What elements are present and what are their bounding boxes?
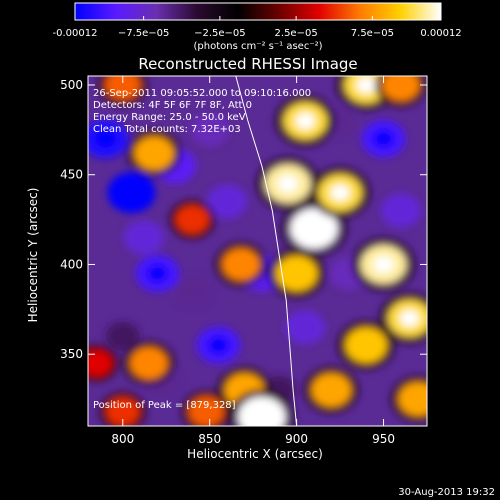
y-tick-label: 400	[60, 257, 83, 271]
axis-ticks: 800 850 900 950 350 400 450 500	[60, 76, 427, 446]
heatmap-blob	[221, 248, 260, 281]
y-tick-label: 350	[60, 347, 83, 361]
colorbar-tick-label: −7.5e−05	[118, 28, 170, 39]
x-tick-label: 800	[111, 432, 134, 446]
annotation-energy: Energy Range: 25.0 - 50.0 keV	[93, 112, 246, 123]
colorbar: -0.00012 −7.5e−05 −2.5e−05 2.5e−05 7.5e−05 0.…	[53, 2, 462, 52]
y-tick-label: 500	[60, 78, 83, 92]
heatmap-core	[330, 184, 350, 202]
colorbar-tick-label: 7.5e−05	[351, 28, 394, 39]
heatmap-core	[277, 174, 299, 193]
heatmap-core	[147, 265, 168, 282]
heatmap-blob	[174, 276, 211, 307]
annotation-block: 26-Sep-2011 09:05:52.000 to 09:10:16.000…	[93, 88, 311, 135]
colorbar-gradient	[74, 2, 442, 21]
peak-position-label: Position of Peak = [879,328]	[93, 400, 236, 411]
heatmap-core	[303, 219, 325, 238]
heatmap-blob	[285, 310, 326, 345]
heatmap-blob	[190, 113, 229, 146]
heatmap-blob	[311, 373, 352, 408]
x-axis-title: Heliocentric X (arcsec)	[187, 447, 323, 461]
colorbar-tick-label: 2.5e−05	[275, 28, 318, 39]
heatmap-blob	[188, 396, 225, 426]
heatmap-core	[208, 336, 229, 354]
colorbar-label: (photons cm⁻² s⁻¹ asec⁻²)	[193, 41, 322, 52]
colorbar-tick-label: -0.00012	[53, 28, 98, 39]
heatmap-blob	[129, 347, 168, 380]
plot-frame	[87, 75, 428, 427]
heatmap-blob	[134, 136, 175, 171]
heatmap-blob	[380, 193, 421, 228]
colorbar-tick-label: 0.00012	[420, 28, 461, 39]
heatmap-blob	[105, 321, 140, 351]
solar-limb-line	[235, 76, 298, 426]
heatmap-blob	[88, 349, 113, 377]
heatmap-blob	[104, 76, 141, 101]
footer-date: 30-Aug-2013 19:32	[398, 487, 495, 498]
heatmap-blob	[123, 220, 164, 255]
x-tick-label: 850	[198, 432, 221, 446]
heatmap-blob	[398, 382, 427, 417]
colorbar-tick-label: −2.5e−05	[194, 28, 246, 39]
plot-area: 800 850 900 950 350 400 450 500 26-Sep-2011 09:…	[60, 75, 428, 446]
heatmap-blob	[175, 205, 210, 235]
annotation-time: 26-Sep-2011 09:05:52.000 to 09:10:16.000	[93, 88, 311, 99]
heatmap-core	[95, 130, 116, 148]
heatmap-core	[399, 309, 420, 327]
heatmap-core	[295, 112, 316, 130]
chart-title: Reconstructed RHESSI Image	[138, 55, 357, 73]
heatmap-blob	[345, 327, 388, 364]
heatmap-blob	[105, 397, 140, 426]
x-tick-label: 900	[285, 432, 308, 446]
heatmap-blob	[275, 255, 318, 292]
y-axis-title: Heliocentric Y (arcsec)	[26, 188, 40, 323]
heatmap-core	[373, 130, 394, 148]
annotation-counts: Clean Total counts: 7.32E+03	[93, 124, 241, 135]
heatmap-core	[120, 183, 143, 202]
colorbar-ticks: -0.00012 −7.5e−05 −2.5e−05 2.5e−05 7.5e−05 0.…	[53, 16, 462, 39]
heatmap-core	[356, 76, 377, 94]
heatmap-blob	[381, 76, 420, 102]
annotation-detectors: Detectors: 4F 5F 6F 7F 8F, Att 0	[93, 100, 252, 111]
heatmap-blobs	[88, 76, 427, 426]
heatmap-blob	[207, 184, 248, 219]
heatmap-core	[373, 255, 394, 274]
y-tick-label: 450	[60, 168, 83, 182]
x-tick-label: 950	[372, 432, 395, 446]
heatmap-core	[251, 407, 273, 426]
